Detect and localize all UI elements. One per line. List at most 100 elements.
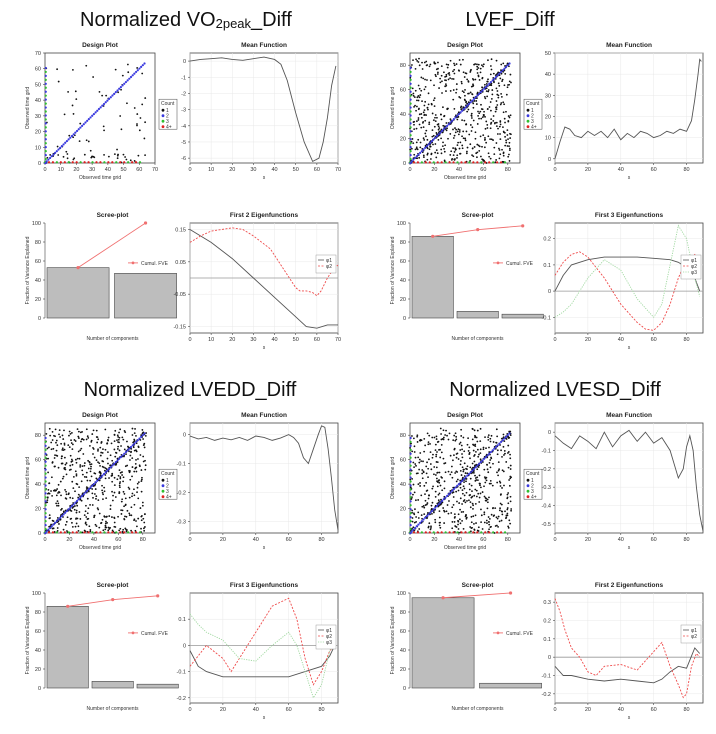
design-point xyxy=(70,517,73,520)
design-point xyxy=(116,154,119,157)
eigen-ytick-label: 0 xyxy=(548,289,551,295)
design-point xyxy=(417,483,420,486)
design-point xyxy=(139,454,142,456)
design-edge-point xyxy=(63,531,66,534)
design-point xyxy=(486,124,489,126)
design-point xyxy=(453,513,456,516)
design-point xyxy=(468,488,471,491)
mean-ytick-label: -0.5 xyxy=(542,522,551,528)
design-point xyxy=(117,515,119,518)
design-edge-point xyxy=(409,464,412,467)
design-edge-point xyxy=(44,90,47,93)
design-diagonal-point xyxy=(501,69,504,72)
design-edge-point xyxy=(131,531,134,534)
design-diagonal-point xyxy=(114,91,117,94)
design-point xyxy=(113,484,116,487)
design-edge-point xyxy=(409,444,412,447)
design-diagonal-point xyxy=(111,94,114,97)
design-point xyxy=(501,513,504,516)
eigen-legend-label: φ2 xyxy=(691,264,697,270)
design-point xyxy=(494,121,496,124)
design-point xyxy=(491,89,494,91)
design-point xyxy=(464,137,467,140)
design-point xyxy=(437,71,439,74)
design-point xyxy=(507,120,510,123)
design-diagonal-point xyxy=(72,133,75,136)
design-point xyxy=(118,449,121,452)
design-edge-point xyxy=(127,161,130,164)
mean-xtick-label: 40 xyxy=(618,167,624,173)
design-point xyxy=(443,159,446,162)
design-point xyxy=(473,146,476,148)
design-edge-point xyxy=(44,480,47,483)
design-point xyxy=(121,498,124,501)
design-edge-point xyxy=(44,130,47,133)
design-point xyxy=(412,493,414,496)
design-point xyxy=(495,121,498,124)
design-point xyxy=(496,481,499,484)
design-legend-label: 4+ xyxy=(166,495,172,501)
design-point xyxy=(144,526,146,528)
design-point xyxy=(436,116,438,119)
design-point xyxy=(89,463,92,466)
design-point xyxy=(484,115,486,118)
design-point xyxy=(445,90,447,92)
design-edge-point xyxy=(44,74,47,77)
design-point xyxy=(412,142,415,145)
scree-bar xyxy=(46,605,89,689)
design-ytick-label: 80 xyxy=(400,63,406,69)
design-point xyxy=(506,86,509,89)
design-point xyxy=(423,104,426,107)
design-edge-point xyxy=(111,531,114,534)
design-point xyxy=(422,77,425,80)
design-point xyxy=(66,157,69,160)
mean-xtick-label: 60 xyxy=(314,167,320,173)
design-point xyxy=(100,442,103,444)
design-diagonal-point xyxy=(471,99,474,102)
design-diagonal-point xyxy=(484,456,487,459)
design-edge-point xyxy=(472,161,475,164)
design-edge-point xyxy=(44,66,47,70)
design-point xyxy=(80,438,83,441)
design-diagonal-point xyxy=(472,467,476,471)
design-point xyxy=(420,460,423,463)
design-point xyxy=(487,434,490,437)
scree-legend-label: Cumul. FVE xyxy=(141,261,169,267)
design-point xyxy=(502,101,505,104)
design-point xyxy=(100,521,103,524)
design-point xyxy=(508,479,511,481)
design-diagonal-point xyxy=(54,521,57,524)
design-point xyxy=(116,478,119,481)
design-diagonal-point xyxy=(104,471,107,474)
design-point xyxy=(454,432,457,435)
design-point xyxy=(145,432,148,434)
design-point xyxy=(432,510,435,512)
design-diagonal-point xyxy=(434,136,437,139)
design-diagonal-point xyxy=(102,102,106,106)
design-point xyxy=(498,147,500,150)
design-diagonal-point xyxy=(143,62,146,65)
design-point xyxy=(501,80,503,83)
design-point xyxy=(474,445,477,447)
scree-xlabel: Number of components xyxy=(87,336,139,342)
design-point xyxy=(425,472,428,475)
design-edge-point xyxy=(44,464,47,467)
design-point xyxy=(97,448,99,451)
design-xlabel: Observed time grid xyxy=(79,175,121,181)
design-point xyxy=(440,118,443,121)
design-diagonal-point xyxy=(143,432,146,435)
design-legend-marker xyxy=(526,119,530,123)
design-point xyxy=(80,480,83,483)
design-edge-point xyxy=(44,118,47,121)
design-point xyxy=(422,126,425,129)
design-point xyxy=(504,72,507,75)
design-point xyxy=(417,61,420,63)
scree-plot-title: Scree-plot xyxy=(97,582,130,589)
mean-xtick-label: 60 xyxy=(651,167,657,173)
design-point xyxy=(455,490,458,493)
design-diagonal-point xyxy=(496,444,499,447)
design-point xyxy=(487,135,490,138)
design-legend-label: 2 xyxy=(531,114,534,120)
